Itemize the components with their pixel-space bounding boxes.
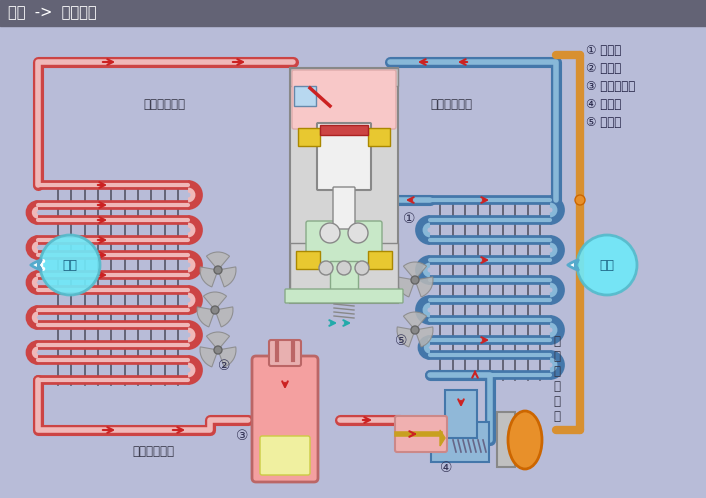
FancyBboxPatch shape (395, 416, 447, 452)
FancyBboxPatch shape (290, 68, 398, 86)
Text: ⑤ 蕲发器: ⑤ 蕲发器 (586, 116, 621, 129)
Wedge shape (215, 307, 233, 327)
FancyBboxPatch shape (252, 356, 318, 482)
Bar (368, 251, 392, 269)
Wedge shape (397, 277, 415, 297)
Text: ⑤: ⑤ (395, 334, 407, 348)
Text: ④: ④ (440, 461, 453, 475)
Bar (320, 125, 368, 135)
Wedge shape (206, 332, 229, 350)
Polygon shape (440, 430, 445, 446)
Circle shape (411, 326, 419, 334)
Ellipse shape (508, 411, 542, 469)
Bar (368, 128, 390, 146)
Wedge shape (206, 252, 229, 270)
FancyBboxPatch shape (445, 390, 477, 438)
Text: 低温低压气态: 低温低压气态 (430, 98, 472, 111)
Text: ③: ③ (236, 429, 249, 443)
Text: ①: ① (403, 212, 416, 226)
FancyBboxPatch shape (333, 187, 355, 229)
Wedge shape (403, 312, 426, 330)
FancyBboxPatch shape (306, 221, 382, 263)
Text: ②: ② (218, 359, 230, 373)
Text: 散热: 散热 (63, 258, 78, 271)
Circle shape (348, 223, 368, 243)
Circle shape (575, 195, 585, 205)
Bar (0, 0, 706, 26)
FancyBboxPatch shape (317, 123, 371, 190)
Wedge shape (203, 292, 227, 310)
FancyBboxPatch shape (269, 340, 301, 366)
Bar (294, 86, 316, 106)
Wedge shape (200, 347, 218, 367)
Text: 高温高压气态: 高温高压气态 (143, 98, 185, 111)
Text: 原理  ->  制冷原理: 原理 -> 制冷原理 (8, 5, 97, 20)
Circle shape (214, 266, 222, 274)
Wedge shape (200, 267, 218, 287)
Wedge shape (415, 327, 433, 347)
Text: ③ 储液干燥器: ③ 储液干燥器 (586, 80, 635, 93)
Text: ④ 膨胀阀: ④ 膨胀阀 (586, 98, 621, 111)
Wedge shape (218, 347, 236, 367)
FancyBboxPatch shape (290, 243, 398, 295)
Circle shape (319, 261, 333, 275)
Circle shape (214, 346, 222, 354)
FancyBboxPatch shape (497, 412, 515, 467)
Circle shape (577, 235, 637, 295)
Wedge shape (397, 327, 415, 347)
Text: ① 压缩机: ① 压缩机 (586, 44, 621, 57)
Wedge shape (403, 262, 426, 280)
Bar (298, 128, 320, 146)
Wedge shape (218, 267, 236, 287)
Text: 中温高压气态: 中温高压气态 (132, 445, 174, 458)
Circle shape (411, 276, 419, 284)
Circle shape (320, 223, 340, 243)
Wedge shape (197, 307, 215, 327)
FancyBboxPatch shape (290, 68, 398, 303)
Bar (296, 251, 320, 269)
Wedge shape (415, 277, 433, 297)
FancyBboxPatch shape (260, 436, 310, 475)
Text: 低
温
低
压
液
态: 低 温 低 压 液 态 (553, 335, 560, 423)
Text: 吸热: 吸热 (599, 258, 614, 271)
Text: ② 冷凝器: ② 冷凝器 (586, 62, 621, 75)
FancyBboxPatch shape (285, 289, 403, 303)
Bar (330, 261, 358, 291)
FancyBboxPatch shape (292, 70, 396, 129)
Circle shape (40, 235, 100, 295)
FancyBboxPatch shape (431, 422, 489, 462)
Circle shape (211, 306, 219, 314)
Circle shape (355, 261, 369, 275)
Circle shape (337, 261, 351, 275)
